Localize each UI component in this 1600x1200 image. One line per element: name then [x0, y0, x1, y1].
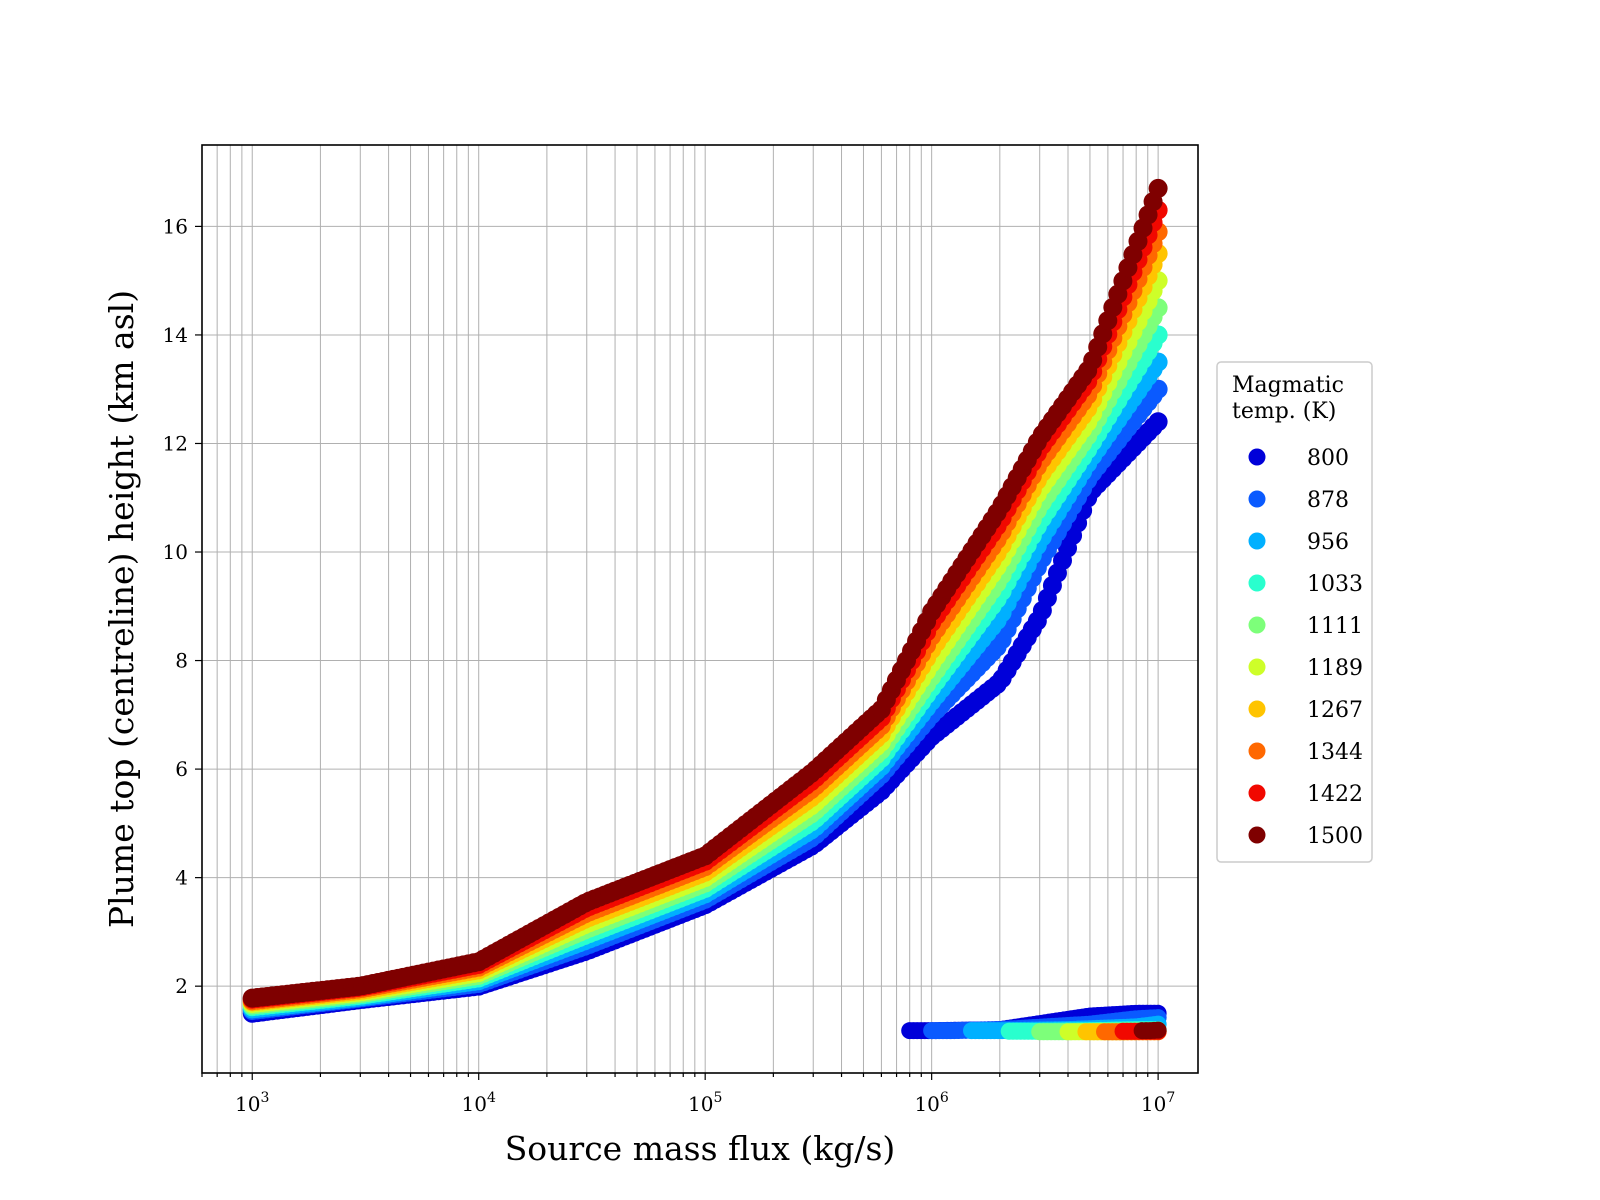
legend-marker-1189 — [1248, 658, 1266, 676]
y-tick-label: 6 — [175, 757, 188, 781]
data-point — [1148, 178, 1168, 198]
series-1500 — [242, 178, 1168, 1008]
legend-title-line2: temp. (K) — [1232, 399, 1336, 424]
legend-label: 1344 — [1307, 740, 1363, 765]
y-axis-title: Plume top (centreline) height (km asl) — [102, 290, 141, 928]
x-tick-label: 103 — [235, 1090, 269, 1116]
data-point — [1148, 379, 1168, 399]
legend-label: 878 — [1307, 488, 1349, 513]
legend-marker-1422 — [1248, 784, 1266, 802]
x-axis-title: Source mass flux (kg/s) — [505, 1129, 896, 1168]
legend-title: Magmatic — [1232, 373, 1344, 398]
y-tick-label: 8 — [175, 649, 188, 673]
collapsed-series-1500 — [1133, 1021, 1167, 1040]
y-tick-label: 14 — [163, 323, 188, 347]
legend-marker-800 — [1248, 448, 1266, 466]
legend-marker-1344 — [1248, 742, 1266, 760]
legend-marker-878 — [1248, 490, 1266, 508]
legend-label: 1033 — [1307, 572, 1363, 597]
x-tick-label: 104 — [462, 1090, 496, 1116]
legend-label: 956 — [1307, 530, 1349, 555]
legend-label: 1189 — [1307, 656, 1363, 681]
x-tick-label: 105 — [688, 1090, 722, 1116]
legend-items: 800 878 956 1033 1111 1189 1267 1344 1422 1500 — [1248, 446, 1363, 849]
y-tick-label: 4 — [175, 866, 188, 890]
y-tick-label: 12 — [163, 431, 188, 455]
data-points — [242, 178, 1168, 1041]
legend-label: 800 — [1307, 446, 1349, 471]
legend-label: 1500 — [1307, 824, 1363, 849]
legend-label: 1267 — [1307, 698, 1363, 723]
legend-box — [1216, 361, 1373, 863]
axis-ticks: 103 104 105 106 107 2 4 6 8 10 12 14 16 — [163, 214, 1176, 1116]
legend-marker-1033 — [1248, 574, 1266, 592]
legend-marker-1267 — [1248, 700, 1266, 718]
data-point — [1149, 1021, 1167, 1039]
legend-label: 1111 — [1307, 614, 1363, 639]
legend-marker-1111 — [1248, 616, 1266, 634]
legend-marker-1500 — [1248, 826, 1266, 844]
y-tick-label: 16 — [163, 214, 188, 238]
legend-label: 1422 — [1307, 782, 1363, 807]
x-tick-label: 106 — [914, 1090, 948, 1116]
y-tick-label: 10 — [163, 540, 188, 564]
plot-frame — [201, 144, 1199, 1074]
legend: Magmatic temp. (K) 800 878 956 1033 1111 1189… — [1216, 361, 1373, 863]
legend-marker-956 — [1248, 532, 1266, 550]
data-point — [1148, 412, 1168, 432]
x-tick-label: 107 — [1141, 1090, 1175, 1116]
y-tick-label: 2 — [175, 974, 188, 998]
